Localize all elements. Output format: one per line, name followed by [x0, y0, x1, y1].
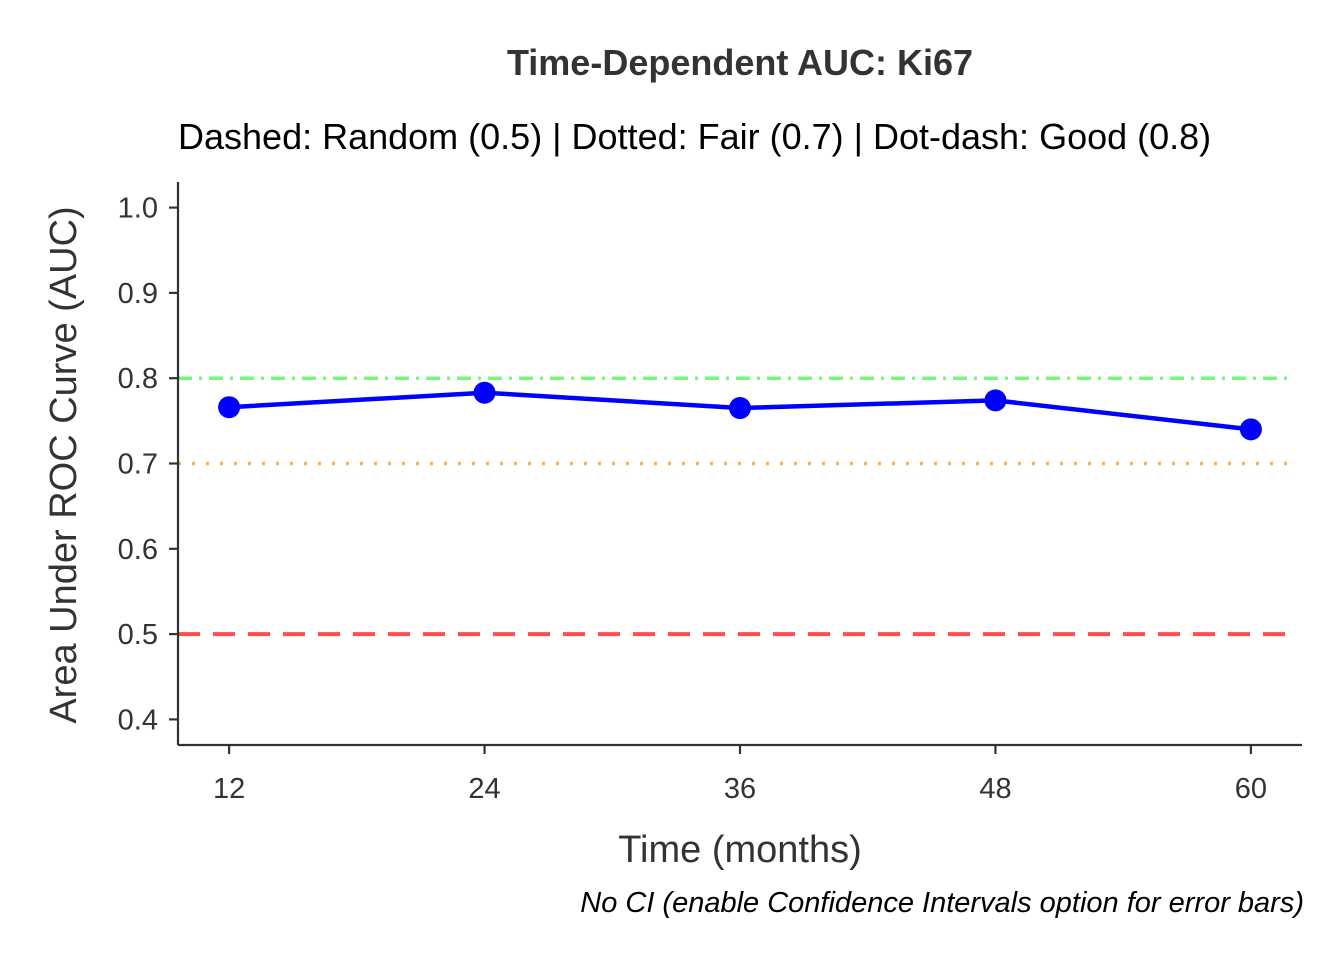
y-tick-label: 1.0 — [118, 193, 158, 225]
y-tick-label: 0.8 — [118, 363, 158, 395]
y-tick-label: 0.5 — [118, 619, 158, 651]
y-tick-label: 0.6 — [118, 534, 158, 566]
y-tick-label: 0.9 — [118, 278, 158, 310]
y-axis-ticks: 0.4 0.5 0.6 0.7 0.8 0.9 1.0 — [118, 193, 178, 736]
y-axis-title: Area Under ROC Curve (AUC) — [43, 206, 85, 723]
auc-data-point — [1239, 418, 1262, 441]
x-tick-label: 24 — [468, 773, 500, 805]
x-tick-label: 60 — [1235, 773, 1267, 805]
auc-data-point — [984, 389, 1007, 412]
y-tick-label: 0.7 — [118, 449, 158, 481]
x-tick-label: 36 — [724, 773, 756, 805]
plot-area: 0.4 0.5 0.6 0.7 0.8 0.9 1.0 12 24 36 48 60 — [118, 182, 1302, 805]
x-tick-label: 48 — [979, 773, 1011, 805]
series-layer — [218, 381, 1262, 441]
chart-caption: No CI (enable Confidence Intervals optio… — [580, 887, 1304, 919]
chart-title: Time-Dependent AUC: Ki67 — [507, 42, 973, 83]
x-tick-label: 12 — [213, 773, 245, 805]
auc-data-point — [473, 381, 496, 404]
x-axis-ticks: 12 24 36 48 60 — [213, 745, 1267, 805]
y-tick-label: 0.4 — [118, 704, 158, 736]
x-axis-title: Time (months) — [618, 829, 862, 871]
auc-data-point — [218, 396, 241, 419]
reference-lines — [178, 376, 1294, 637]
auc-data-point — [729, 397, 751, 420]
chart-subtitle: Dashed: Random (0.5) | Dotted: Fair (0.7… — [178, 116, 1211, 157]
